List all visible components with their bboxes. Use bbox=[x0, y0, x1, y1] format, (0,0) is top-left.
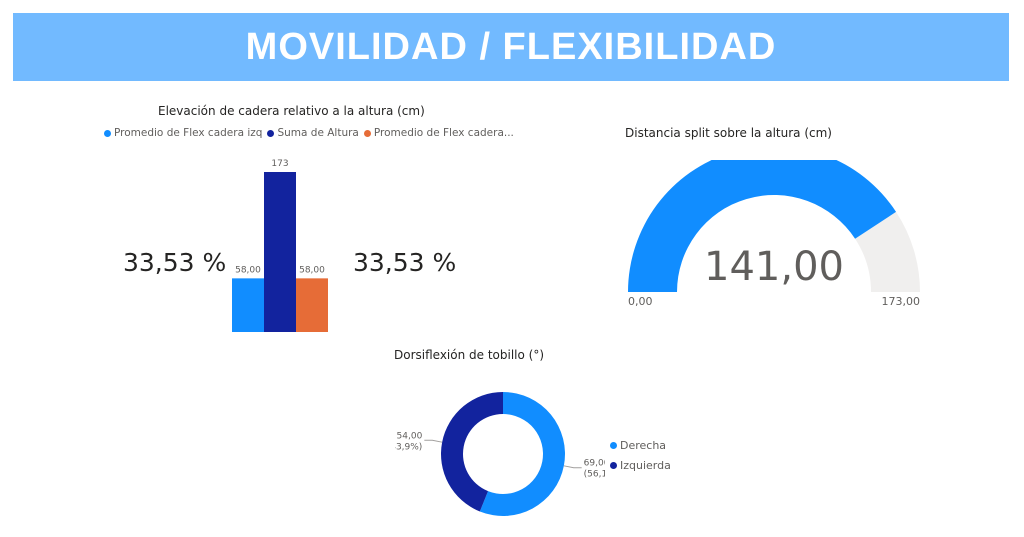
legend-item-0[interactable]: Promedio de Flex cadera izq bbox=[104, 127, 262, 139]
bar-label-0: 58,00 bbox=[235, 265, 261, 275]
hip-chart-legend[interactable]: Promedio de Flex cadera izq Suma de Altur… bbox=[104, 127, 519, 139]
donut-legend-label-1: Izquierda bbox=[620, 458, 671, 472]
donut-legend-item-izquierda[interactable]: Izquierda bbox=[610, 455, 671, 475]
hip-right-kpi: 33,53 % bbox=[353, 248, 457, 277]
bar-label-1: 173 bbox=[271, 159, 288, 169]
split-gauge[interactable]: 141,00 0,00 173,00 bbox=[610, 160, 940, 320]
legend-dot-0 bbox=[104, 129, 111, 137]
legend-dot-1 bbox=[267, 129, 275, 137]
split-gauge-title: Distancia split sobre la altura (cm) bbox=[625, 126, 832, 140]
donut-value-label-0: 69,00 bbox=[584, 459, 605, 469]
bar-2[interactable] bbox=[296, 278, 328, 332]
donut-value-label-1: 54,00 bbox=[397, 431, 423, 441]
donut-legend-item-derecha[interactable]: Derecha bbox=[610, 435, 671, 455]
gauge-min-label: 0,00 bbox=[628, 295, 653, 308]
gauge-value-label: 141,00 bbox=[704, 244, 844, 290]
legend-item-2[interactable]: Promedio de Flex cadera... bbox=[363, 127, 514, 139]
gauge-max-label: 173,00 bbox=[882, 295, 921, 308]
page-title: MOVILIDAD / FLEXIBILIDAD bbox=[245, 25, 777, 68]
bar-label-2: 58,00 bbox=[299, 265, 325, 275]
hip-chart-title: Elevación de cadera relativo a la altura… bbox=[158, 104, 425, 118]
gauge-value-arc[interactable] bbox=[628, 160, 897, 292]
ankle-chart-legend[interactable]: Derecha Izquierda bbox=[610, 435, 671, 475]
legend-dot-2 bbox=[363, 129, 371, 137]
donut-leader-1 bbox=[424, 439, 443, 443]
legend-label-0: Promedio de Flex cadera izq bbox=[114, 127, 263, 139]
ankle-chart-title: Dorsiflexión de tobillo (°) bbox=[394, 348, 545, 362]
donut-pct-label-0: (56,1%) bbox=[584, 470, 605, 480]
bar-1[interactable] bbox=[264, 172, 296, 332]
hip-left-kpi: 33,53 % bbox=[123, 248, 227, 277]
donut-slice-derecha[interactable] bbox=[479, 392, 565, 516]
legend-item-1[interactable]: Suma de Altura bbox=[267, 127, 359, 139]
donut-leader-0 bbox=[563, 465, 582, 469]
donut-legend-label-0: Derecha bbox=[620, 438, 667, 452]
hip-bar-chart[interactable]: 58,00 173 58,00 bbox=[222, 150, 342, 340]
ankle-donut-chart[interactable]: 69,00(56,1%) 54,00(43,9%) bbox=[395, 378, 605, 533]
legend-label-1: Suma de Altura bbox=[277, 127, 359, 139]
legend-label-2: Promedio de Flex cadera... bbox=[373, 127, 514, 139]
donut-slice-izquierda[interactable] bbox=[441, 392, 503, 512]
donut-legend-dot-1 bbox=[610, 461, 617, 469]
bar-0[interactable] bbox=[232, 278, 264, 332]
page-header-banner: MOVILIDAD / FLEXIBILIDAD bbox=[13, 13, 1009, 81]
donut-legend-dot-0 bbox=[610, 441, 617, 449]
gauge-track[interactable] bbox=[855, 211, 920, 292]
donut-pct-label-1: (43,9%) bbox=[395, 442, 422, 452]
